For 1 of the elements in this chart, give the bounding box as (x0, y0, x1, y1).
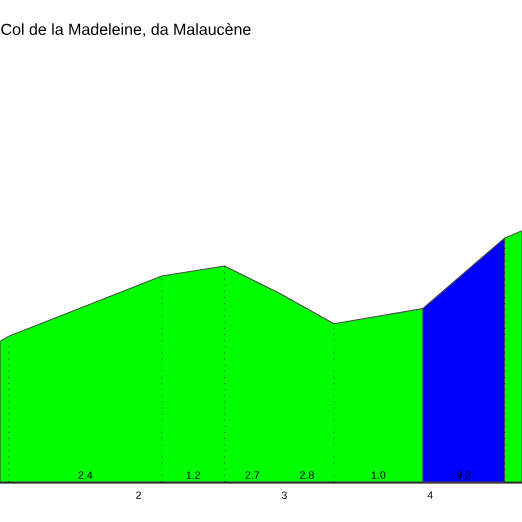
chart-title: Col de la Madeleine, da Malaucène (1, 23, 251, 37)
